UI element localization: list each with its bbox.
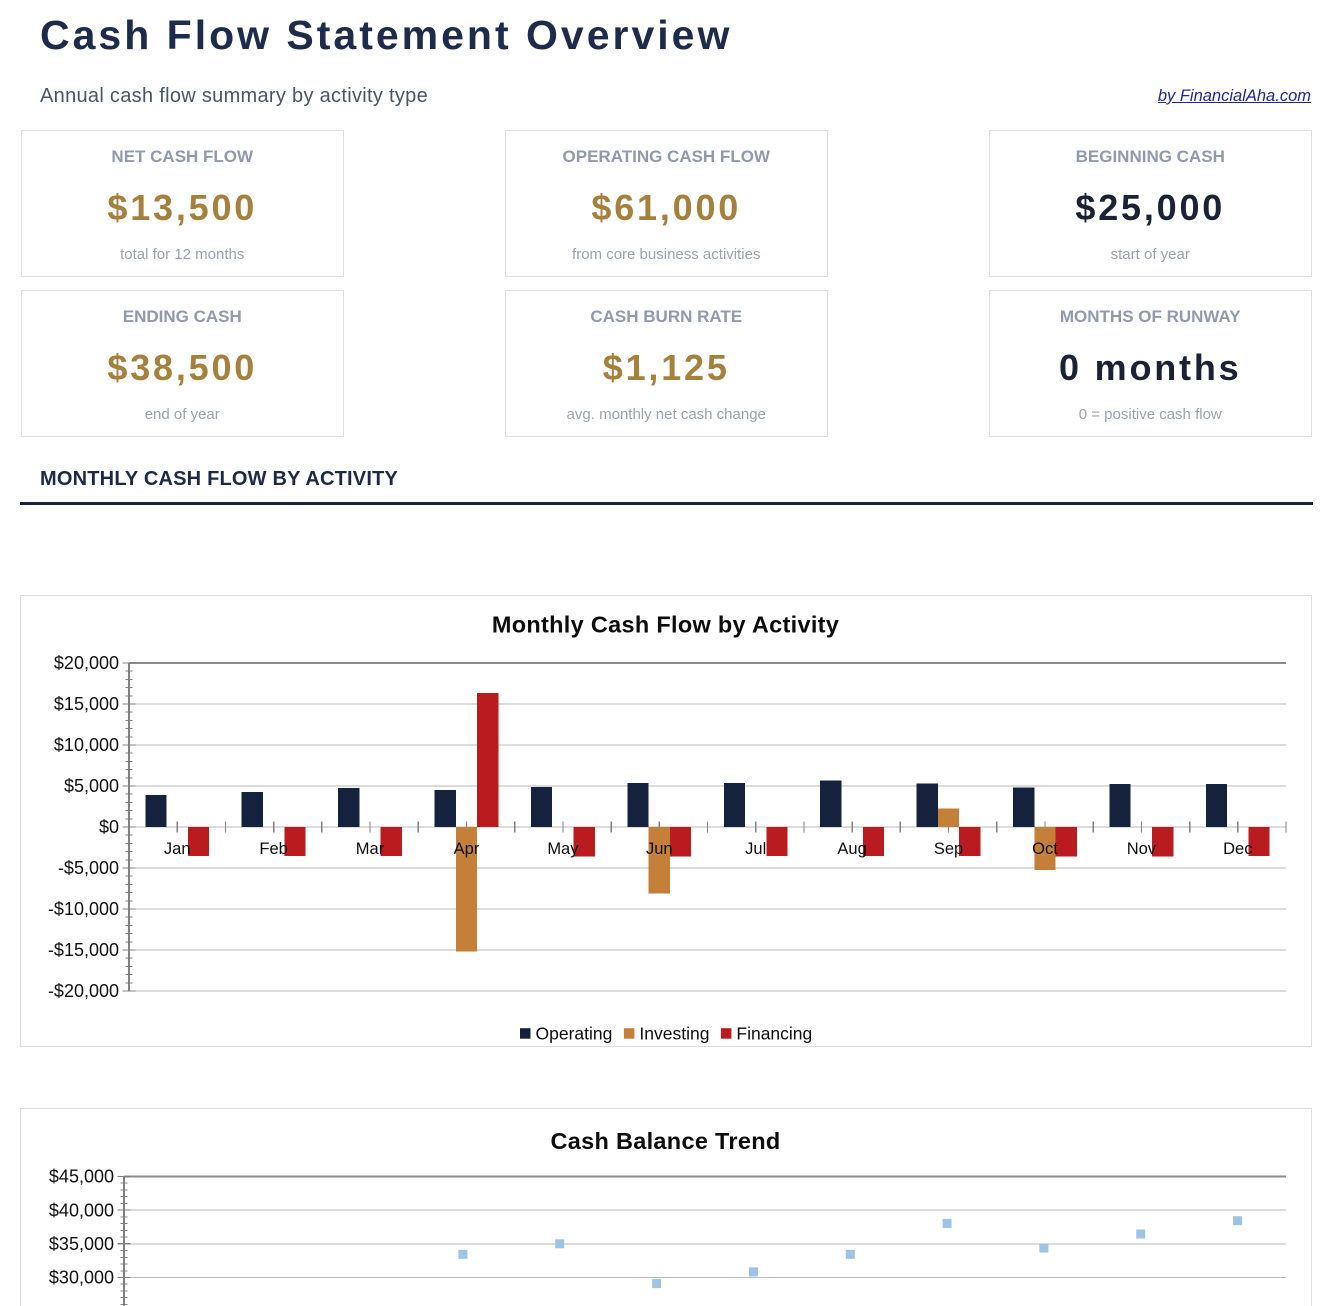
svg-text:Dec: Dec	[1223, 840, 1252, 858]
svg-text:Oct: Oct	[1032, 840, 1058, 858]
svg-text:$35,000: $35,000	[49, 1234, 114, 1254]
svg-text:$20,000: $20,000	[54, 653, 119, 673]
svg-text:$15,000: $15,000	[54, 694, 119, 714]
svg-text:Sep: Sep	[934, 840, 963, 858]
svg-text:Jun: Jun	[646, 840, 673, 858]
svg-text:Cash Balance Trend: Cash Balance Trend	[550, 1128, 780, 1154]
svg-text:$5,000: $5,000	[64, 776, 119, 796]
svg-text:Feb: Feb	[259, 840, 287, 858]
svg-text:May: May	[547, 840, 579, 858]
svg-text:-$5,000: -$5,000	[58, 858, 119, 878]
svg-text:$40,000: $40,000	[49, 1200, 114, 1220]
svg-text:Jul: Jul	[745, 840, 766, 858]
svg-text:Mar: Mar	[356, 840, 385, 858]
svg-text:$45,000: $45,000	[49, 1167, 114, 1187]
svg-text:Monthly Cash Flow by Activity: Monthly Cash Flow by Activity	[492, 612, 839, 638]
svg-text:Apr: Apr	[454, 840, 480, 858]
svg-text:$30,000: $30,000	[49, 1268, 114, 1288]
svg-text:-$20,000: -$20,000	[48, 981, 119, 1001]
svg-text:-$15,000: -$15,000	[48, 940, 119, 960]
svg-text:Investing: Investing	[639, 1024, 709, 1044]
svg-text:Operating: Operating	[536, 1024, 613, 1044]
svg-text:Aug: Aug	[837, 840, 866, 858]
svg-text:Jan: Jan	[164, 840, 191, 858]
svg-text:$10,000: $10,000	[54, 735, 119, 755]
svg-text:Financing: Financing	[736, 1024, 812, 1044]
svg-text:Nov: Nov	[1127, 840, 1157, 858]
svg-text:$0: $0	[99, 817, 119, 837]
svg-text:-$10,000: -$10,000	[48, 899, 119, 919]
